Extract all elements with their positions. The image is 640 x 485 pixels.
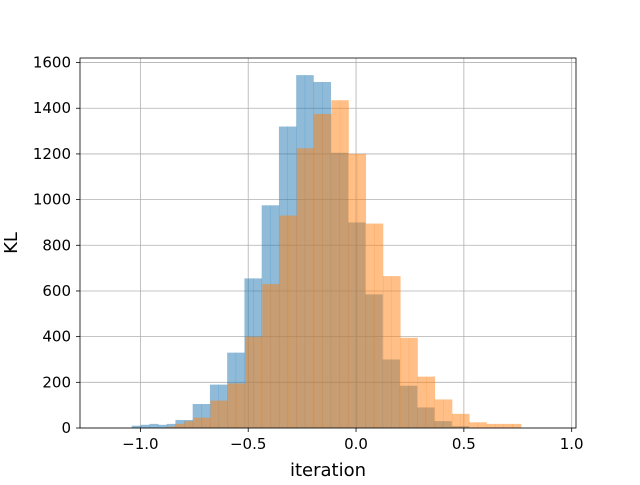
histogram-bar (452, 413, 461, 428)
histogram-bar (443, 399, 453, 428)
histogram-bar (512, 423, 522, 428)
y-tick-label: 1000 (33, 191, 71, 209)
histogram-bar (331, 100, 341, 429)
histogram-bar (339, 100, 349, 429)
histogram-bar (408, 337, 418, 428)
y-axis-ticks: 0 200 400 600 800 1000 1200 1400 1600 (33, 54, 80, 437)
x-tick-label: 1.0 (560, 435, 584, 453)
histogram-bar (495, 423, 505, 428)
histogram-bar (192, 404, 202, 428)
histogram-bar (158, 424, 168, 428)
histogram-bar (477, 422, 487, 428)
histogram-bar (193, 417, 203, 428)
histogram-bar (262, 284, 272, 428)
histogram-bar (184, 421, 194, 428)
x-axis-label: iteration (290, 460, 366, 480)
x-tick-label: −1.0 (122, 435, 158, 453)
x-tick-label: 0.5 (452, 435, 476, 453)
histogram-bar (219, 400, 229, 428)
histogram-bar (253, 336, 263, 428)
histogram-bar (140, 424, 150, 428)
y-tick-label: 400 (42, 328, 71, 346)
y-tick-label: 600 (42, 282, 71, 300)
histogram-bar (305, 148, 315, 428)
histogram-bar (227, 383, 237, 428)
histogram-bar (313, 113, 323, 428)
y-tick-label: 1400 (33, 99, 71, 117)
y-tick-label: 0 (61, 419, 71, 437)
histogram-bar (434, 399, 444, 428)
y-tick-label: 1200 (33, 145, 71, 163)
y-axis-label: KL (1, 232, 22, 254)
histogram-bar (374, 223, 384, 428)
histogram-bar (288, 215, 298, 428)
histogram-bar (469, 422, 479, 428)
axes-frame (79, 57, 577, 429)
axes-border (79, 57, 577, 429)
x-axis-ticks: −1.0 −0.5 0.0 0.5 1.0 (122, 428, 584, 453)
histogram-bar (365, 223, 375, 428)
histogram-bar (426, 376, 436, 428)
histogram-bar (210, 400, 220, 428)
histogram-bar (486, 423, 496, 428)
histogram-bar (382, 276, 392, 428)
histogram-bar (244, 336, 254, 428)
histogram-bar (236, 383, 246, 428)
y-tick-label: 200 (42, 373, 71, 391)
x-tick-label: 0.0 (344, 435, 368, 453)
y-tick-label: 1600 (33, 54, 71, 72)
histogram-bar (391, 276, 401, 428)
histogram-bar (279, 215, 289, 428)
series-2-bars (167, 100, 522, 429)
histogram-bars (131, 75, 522, 429)
y-tick-label: 800 (42, 236, 71, 254)
histogram-bar (348, 153, 358, 429)
histogram-bar (131, 425, 142, 428)
histogram-bar (460, 413, 470, 428)
x-tick-label: −0.5 (230, 435, 266, 453)
histogram-bar (400, 337, 410, 428)
histogram-bar (357, 153, 367, 429)
histogram-bar (167, 426, 177, 428)
histogram-bar (175, 423, 185, 428)
histogram-bar (201, 417, 211, 428)
histogram-bar (201, 404, 211, 428)
histogram-bar (417, 376, 427, 428)
histogram-bar (296, 148, 306, 428)
histogram-bar (149, 423, 159, 428)
histogram-bar (270, 284, 280, 428)
histogram-bar (166, 423, 176, 428)
histogram-bar (322, 113, 332, 428)
histogram-bar (503, 423, 513, 428)
